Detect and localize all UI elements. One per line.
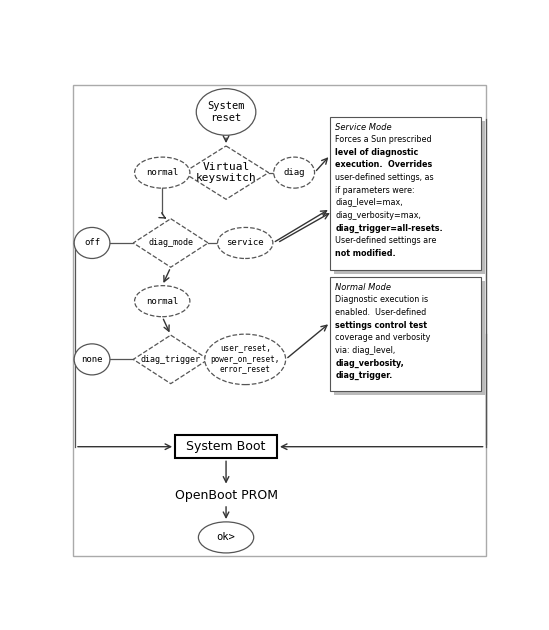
Text: not modified.: not modified. — [335, 249, 396, 258]
Text: enabled.  User-defined: enabled. User-defined — [335, 308, 427, 317]
Text: diag_trigger: diag_trigger — [141, 355, 201, 364]
Ellipse shape — [197, 89, 256, 135]
Text: coverage and verbosity: coverage and verbosity — [335, 333, 431, 342]
Bar — [330, 277, 481, 391]
Text: settings control test: settings control test — [335, 321, 428, 329]
Text: Diagnostic execution is: Diagnostic execution is — [335, 295, 429, 304]
Text: none: none — [81, 355, 103, 364]
Bar — [334, 281, 485, 395]
Text: System Boot: System Boot — [186, 440, 266, 453]
Text: diag: diag — [283, 168, 305, 177]
Text: level of diagnostic: level of diagnostic — [335, 148, 419, 157]
Text: diag_verbosity=max,: diag_verbosity=max, — [335, 211, 421, 220]
Text: Service Mode: Service Mode — [335, 123, 392, 132]
Ellipse shape — [135, 285, 190, 317]
Ellipse shape — [198, 522, 254, 553]
Bar — [334, 121, 485, 273]
Text: off: off — [84, 239, 100, 248]
Text: diag_mode: diag_mode — [148, 239, 193, 248]
Text: if parameters were:: if parameters were: — [335, 186, 415, 195]
Text: Virtual
keyswitch: Virtual keyswitch — [195, 162, 256, 183]
Text: System
reset: System reset — [208, 101, 245, 123]
Text: User-defined settings are: User-defined settings are — [335, 236, 437, 245]
Polygon shape — [133, 335, 208, 384]
Ellipse shape — [74, 227, 110, 258]
Ellipse shape — [135, 157, 190, 188]
Text: via: diag_level,: via: diag_level, — [335, 346, 396, 355]
Bar — [330, 117, 481, 270]
FancyBboxPatch shape — [73, 85, 486, 556]
Text: ok>: ok> — [217, 532, 236, 542]
Text: user_reset,
power_on_reset,
error_reset: user_reset, power_on_reset, error_reset — [210, 345, 280, 374]
Text: normal: normal — [146, 168, 178, 177]
Text: OpenBoot PROM: OpenBoot PROM — [175, 489, 278, 501]
Text: Normal Mode: Normal Mode — [335, 283, 391, 292]
Text: diag_trigger=all-resets.: diag_trigger=all-resets. — [335, 224, 443, 232]
Text: execution.  Overrides: execution. Overrides — [335, 161, 433, 169]
Polygon shape — [183, 146, 268, 199]
Ellipse shape — [74, 344, 110, 375]
Text: diag_level=max,: diag_level=max, — [335, 198, 403, 207]
Ellipse shape — [217, 227, 273, 258]
Text: diag_verbosity,: diag_verbosity, — [335, 358, 404, 367]
Ellipse shape — [205, 334, 285, 384]
Text: service: service — [226, 239, 264, 248]
Text: Forces a Sun prescribed: Forces a Sun prescribed — [335, 135, 432, 144]
Polygon shape — [133, 219, 208, 267]
Ellipse shape — [274, 157, 315, 188]
Bar — [175, 435, 277, 459]
Text: diag_trigger.: diag_trigger. — [335, 371, 393, 380]
Text: normal: normal — [146, 297, 178, 306]
Text: user-defined settings, as: user-defined settings, as — [335, 173, 434, 182]
